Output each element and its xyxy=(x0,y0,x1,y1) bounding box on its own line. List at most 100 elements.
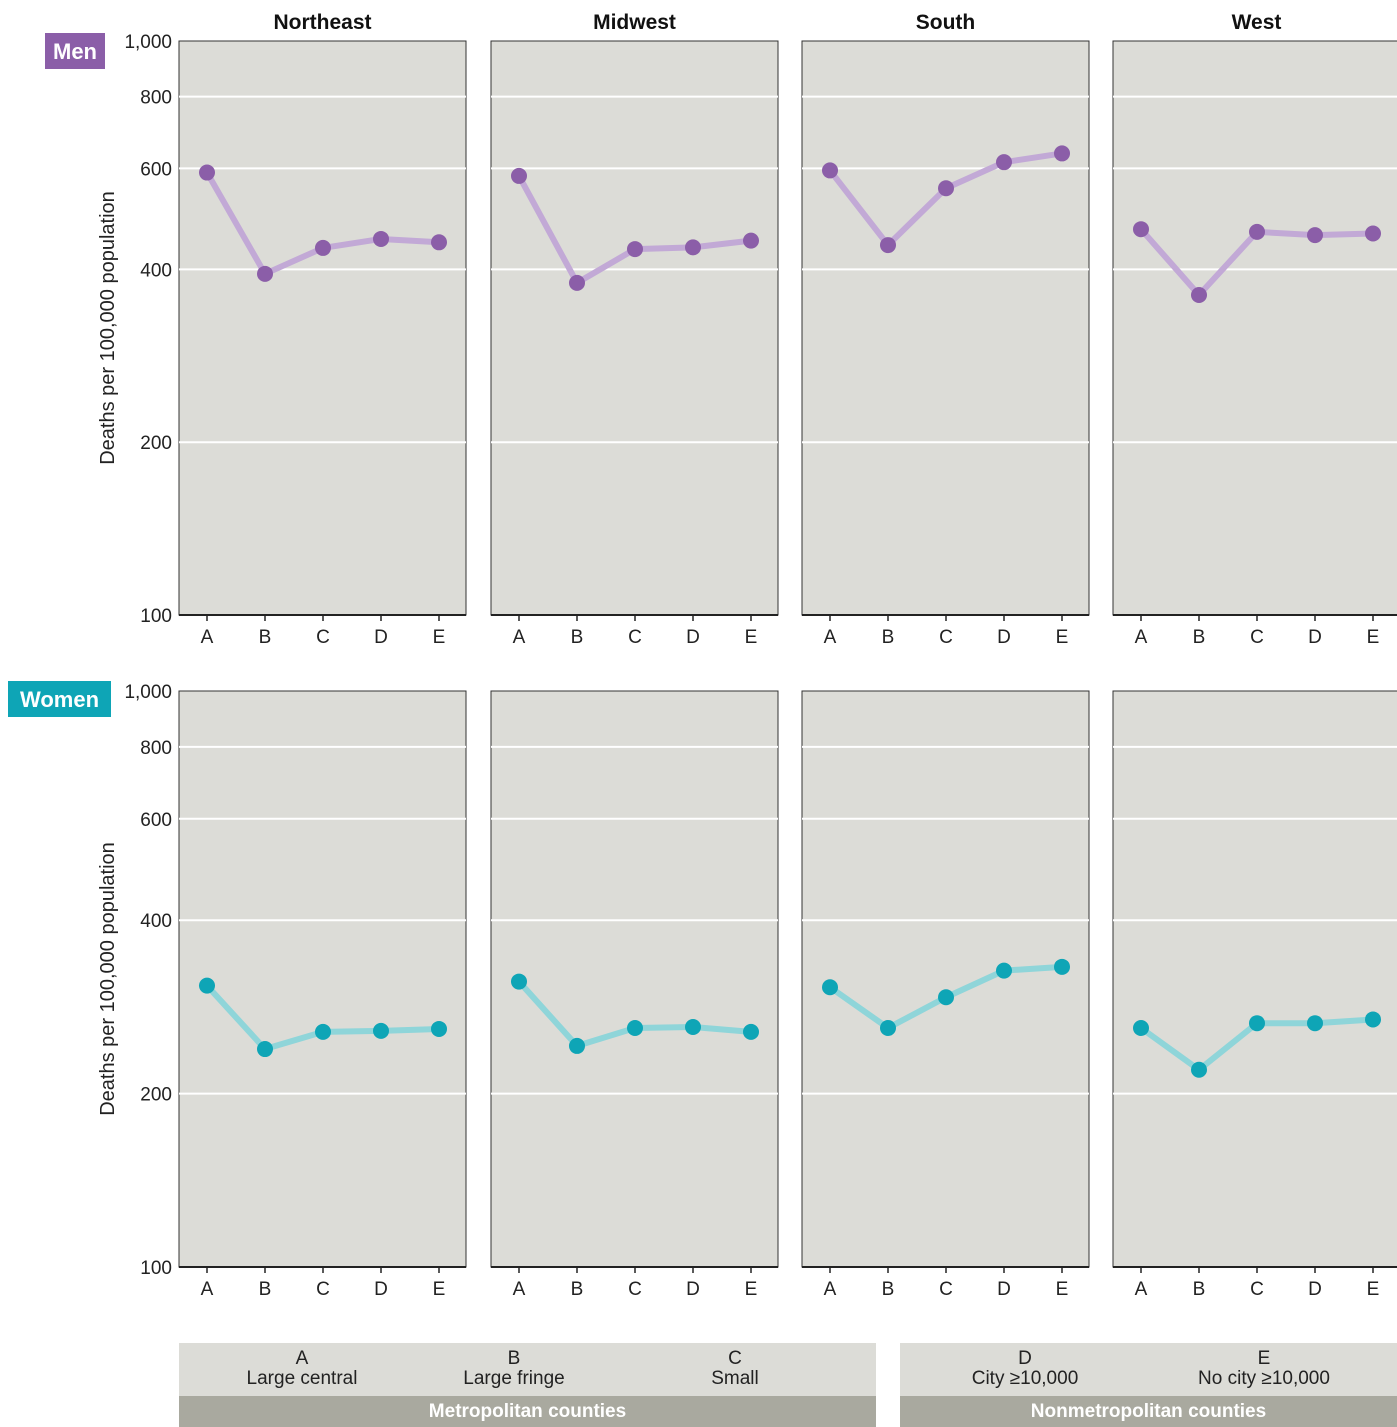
data-point xyxy=(569,1037,585,1054)
x-tick-label: A xyxy=(824,627,837,648)
x-tick-label: E xyxy=(1367,627,1380,648)
data-point xyxy=(569,274,585,291)
y-tick-label: 600 xyxy=(140,159,172,180)
x-tick-label: D xyxy=(374,1279,388,1300)
x-tick-label: C xyxy=(316,627,330,648)
data-point xyxy=(315,239,331,256)
data-point xyxy=(315,1023,331,1040)
data-point xyxy=(1365,225,1381,242)
x-tick-label: A xyxy=(201,1279,214,1300)
x-tick-label: B xyxy=(571,1279,584,1300)
row-badge xyxy=(45,33,105,69)
x-tick-label: E xyxy=(433,627,446,648)
data-point xyxy=(373,230,389,247)
data-point xyxy=(1307,1015,1323,1032)
x-tick-label: D xyxy=(686,1279,700,1300)
x-tick-label: B xyxy=(1193,627,1206,648)
y-tick-label: 400 xyxy=(140,260,172,281)
x-tick-label: B xyxy=(259,627,272,648)
data-point xyxy=(627,1019,643,1036)
x-tick-label: D xyxy=(1308,1279,1322,1300)
y-tick-label: 800 xyxy=(140,88,172,109)
data-point xyxy=(685,1019,701,1036)
x-tick-label: A xyxy=(201,627,214,648)
data-point xyxy=(996,154,1012,171)
data-point xyxy=(511,973,527,990)
x-tick-label: B xyxy=(571,627,584,648)
x-tick-label: C xyxy=(939,627,953,648)
data-point xyxy=(627,241,643,258)
y-tick-label: 1,000 xyxy=(124,682,172,703)
data-point xyxy=(996,962,1012,979)
row-badge xyxy=(8,681,111,717)
y-tick-label: 600 xyxy=(140,810,172,831)
x-tick-label: C xyxy=(1250,1279,1264,1300)
x-tick-label: E xyxy=(1367,1279,1380,1300)
data-point xyxy=(1249,1015,1265,1032)
data-point xyxy=(431,234,447,251)
data-point xyxy=(1054,958,1070,975)
panel-background xyxy=(1112,690,1397,1268)
x-tick-label: D xyxy=(686,627,700,648)
data-point xyxy=(822,162,838,179)
y-tick-label: 100 xyxy=(140,606,172,627)
y-tick-label: 100 xyxy=(140,1258,172,1279)
data-point xyxy=(938,989,954,1006)
y-axis-title: Deaths per 100,000 population xyxy=(97,191,119,465)
data-point xyxy=(257,265,273,282)
x-tick-label: C xyxy=(316,1279,330,1300)
panel-title: Midwest xyxy=(593,11,676,34)
x-tick-label: E xyxy=(745,1279,758,1300)
panel-background xyxy=(1112,40,1397,616)
data-point xyxy=(1133,221,1149,238)
y-tick-label: 400 xyxy=(140,911,172,932)
x-tick-label: D xyxy=(997,1279,1011,1300)
y-axis-title: Deaths per 100,000 population xyxy=(97,842,119,1116)
data-point xyxy=(743,232,759,249)
data-point xyxy=(938,180,954,197)
data-point xyxy=(511,167,527,184)
data-point xyxy=(1133,1019,1149,1036)
x-tick-label: B xyxy=(1193,1279,1206,1300)
data-point xyxy=(373,1022,389,1039)
y-tick-label: 200 xyxy=(140,1085,172,1106)
x-tick-label: A xyxy=(1135,627,1148,648)
row-label: Women xyxy=(20,687,99,712)
panel-background xyxy=(178,690,467,1268)
x-tick-label: E xyxy=(745,627,758,648)
panel-background xyxy=(178,40,467,616)
x-tick-label: C xyxy=(628,1279,642,1300)
x-tick-label: A xyxy=(513,627,526,648)
data-point xyxy=(199,164,215,181)
data-point xyxy=(199,977,215,994)
x-tick-label: E xyxy=(1056,1279,1069,1300)
data-point xyxy=(743,1023,759,1040)
panel-title: West xyxy=(1232,11,1282,34)
data-point xyxy=(880,1019,896,1036)
data-point xyxy=(1307,227,1323,244)
panel-background xyxy=(801,40,1090,616)
x-tick-label: E xyxy=(1056,627,1069,648)
x-tick-label: D xyxy=(997,627,1011,648)
panel-title: South xyxy=(916,11,975,34)
x-tick-label: C xyxy=(628,627,642,648)
x-tick-label: A xyxy=(513,1279,526,1300)
data-point xyxy=(431,1020,447,1037)
data-point xyxy=(1365,1011,1381,1028)
data-point xyxy=(1054,145,1070,162)
data-point xyxy=(880,237,896,254)
x-tick-label: C xyxy=(939,1279,953,1300)
x-tick-label: D xyxy=(1308,627,1322,648)
panel-background xyxy=(490,40,779,616)
data-point xyxy=(1191,286,1207,303)
data-point xyxy=(822,979,838,996)
y-tick-label: 1,000 xyxy=(124,32,172,53)
row-label: Men xyxy=(53,39,97,64)
panel-background xyxy=(801,690,1090,1268)
data-point xyxy=(685,239,701,256)
panel-title: Northeast xyxy=(273,11,371,34)
x-tick-label: E xyxy=(433,1279,446,1300)
data-point xyxy=(257,1041,273,1058)
x-tick-label: C xyxy=(1250,627,1264,648)
